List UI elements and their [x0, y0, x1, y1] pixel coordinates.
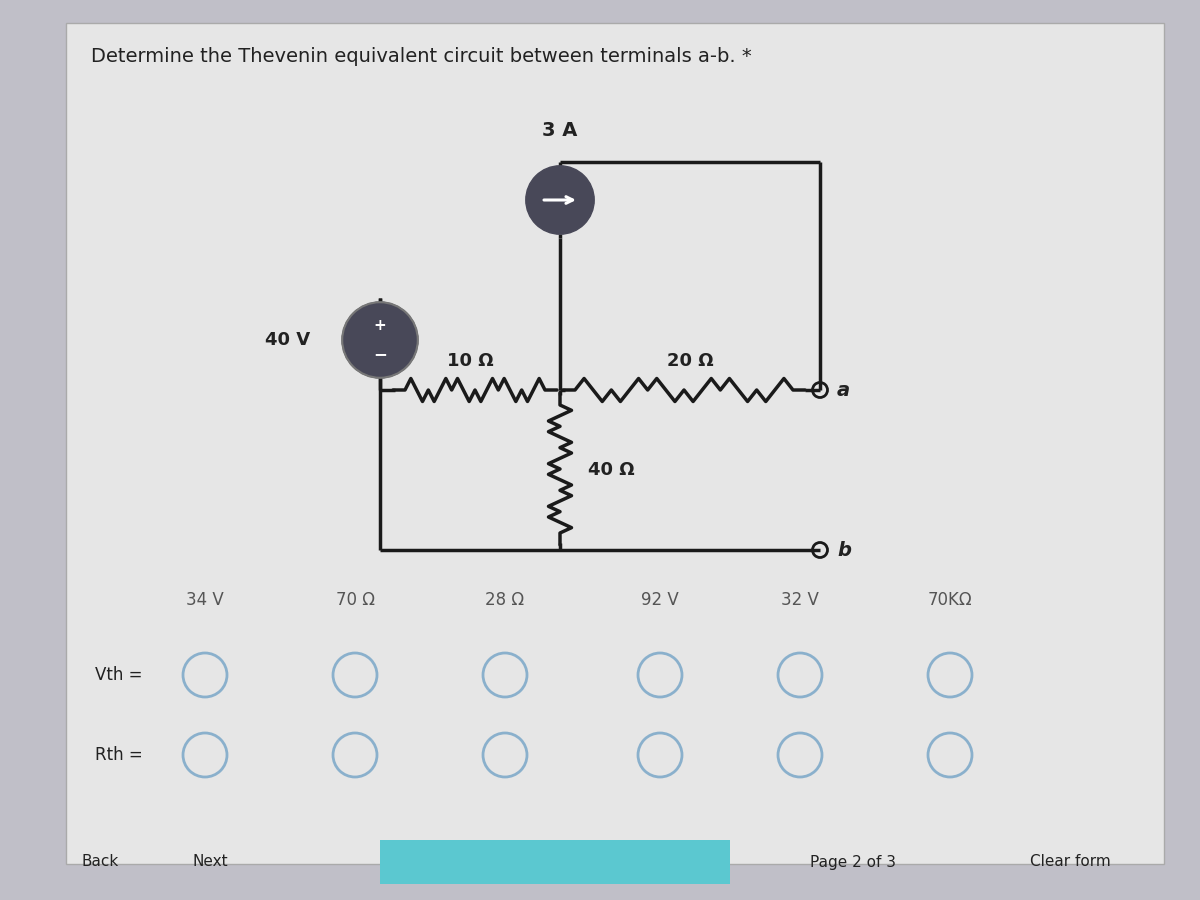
Text: −: −: [373, 346, 386, 364]
Text: Back: Back: [82, 854, 119, 869]
Text: 34 V: 34 V: [186, 591, 224, 609]
Text: 92 V: 92 V: [641, 591, 679, 609]
Circle shape: [342, 302, 418, 378]
Text: 10 Ω: 10 Ω: [446, 352, 493, 370]
Text: a: a: [836, 381, 850, 400]
Text: 40 V: 40 V: [265, 331, 310, 349]
Text: +: +: [373, 318, 386, 333]
Text: Next: Next: [192, 854, 228, 869]
Text: Rth =: Rth =: [95, 746, 143, 764]
Text: 28 Ω: 28 Ω: [486, 591, 524, 609]
Text: Clear form: Clear form: [1030, 854, 1111, 869]
Circle shape: [526, 166, 594, 234]
Text: 3 A: 3 A: [542, 121, 577, 140]
FancyBboxPatch shape: [380, 840, 730, 884]
Text: 40 Ω: 40 Ω: [588, 461, 635, 479]
Text: 32 V: 32 V: [781, 591, 818, 609]
FancyBboxPatch shape: [66, 22, 1164, 864]
Text: b: b: [836, 541, 851, 560]
Text: 20 Ω: 20 Ω: [667, 352, 713, 370]
Text: 70 Ω: 70 Ω: [336, 591, 374, 609]
Text: 70KΩ: 70KΩ: [928, 591, 972, 609]
Text: Page 2 of 3: Page 2 of 3: [810, 854, 896, 869]
Text: Determine the Thevenin equivalent circuit between terminals a-b. *: Determine the Thevenin equivalent circui…: [91, 48, 751, 67]
Text: Vth =: Vth =: [95, 666, 143, 684]
